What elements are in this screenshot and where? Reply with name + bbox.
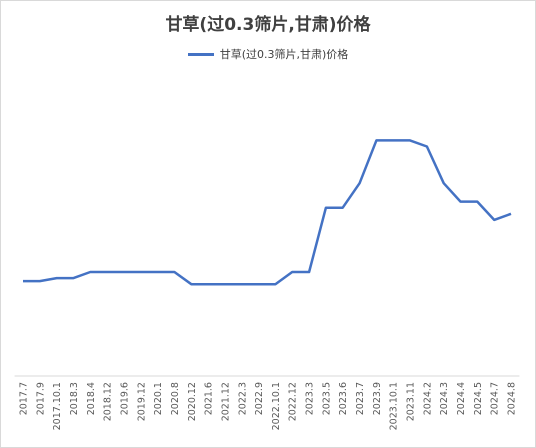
x-tick-label: 2023.11 bbox=[406, 382, 417, 421]
legend-swatch bbox=[187, 52, 214, 56]
data-point bbox=[189, 282, 193, 286]
data-point bbox=[257, 282, 261, 286]
data-point bbox=[324, 206, 328, 210]
data-point bbox=[358, 181, 362, 185]
x-tick-label: 2022.10.1 bbox=[271, 382, 282, 430]
data-point bbox=[38, 279, 42, 283]
x-tick-label: 2023.7 bbox=[355, 382, 366, 415]
x-tick-label: 2023.6 bbox=[338, 382, 349, 415]
data-point bbox=[408, 138, 412, 142]
x-tick-label: 2024.5 bbox=[473, 382, 484, 415]
x-tick-label: 2024.2 bbox=[422, 382, 433, 415]
x-tick-label: 2024.4 bbox=[456, 382, 467, 415]
x-tick-label: 2023.10.1 bbox=[389, 382, 400, 430]
x-tick-label: 2023.5 bbox=[321, 382, 332, 415]
x-tick-label: 2017.9 bbox=[35, 382, 46, 415]
data-point bbox=[475, 200, 479, 204]
data-point bbox=[240, 282, 244, 286]
data-point bbox=[55, 276, 59, 280]
data-point bbox=[223, 282, 227, 286]
data-point bbox=[21, 279, 25, 283]
data-point bbox=[307, 270, 311, 274]
x-tick-label: 2017.10.1 bbox=[52, 382, 63, 430]
data-point bbox=[156, 270, 160, 274]
x-tick-label: 2024.8 bbox=[507, 382, 518, 415]
data-point bbox=[122, 270, 126, 274]
data-point bbox=[459, 200, 463, 204]
x-tick-label: 2020.8 bbox=[170, 382, 181, 415]
x-tick-label: 2022.12 bbox=[288, 382, 299, 421]
data-point bbox=[139, 270, 143, 274]
data-point bbox=[88, 270, 92, 274]
x-tick-label: 2023.9 bbox=[372, 382, 383, 415]
legend: 甘草(过0.3筛片,甘肃)价格 bbox=[0, 46, 536, 62]
data-point bbox=[391, 138, 395, 142]
x-tick-label: 2019.12 bbox=[136, 382, 147, 421]
legend-label: 甘草(过0.3筛片,甘肃)价格 bbox=[219, 48, 349, 61]
x-tick-label: 2022.9 bbox=[254, 382, 265, 415]
x-tick-label: 2019.6 bbox=[119, 382, 130, 415]
x-tick-label: 2021.6 bbox=[204, 382, 215, 415]
data-point bbox=[374, 138, 378, 142]
x-tick-label: 2024.7 bbox=[490, 382, 501, 415]
data-point bbox=[273, 282, 277, 286]
x-tick-label: 2021.12 bbox=[220, 382, 231, 421]
x-tick-label: 2018.12 bbox=[103, 382, 114, 421]
data-point bbox=[290, 270, 294, 274]
tick-label-layer: 2017.7 2017.9 2017.10.1 2018.3 2018.4 2018.12… bbox=[19, 382, 518, 430]
x-tick-label: 2020.12 bbox=[187, 382, 198, 421]
x-tick-label: 2018.4 bbox=[86, 382, 97, 415]
data-point bbox=[341, 206, 345, 210]
x-tick-label: 2024.3 bbox=[439, 382, 450, 415]
x-tick-label: 2017.7 bbox=[19, 382, 30, 415]
data-point bbox=[492, 218, 496, 222]
x-tick-label: 2023.3 bbox=[305, 382, 316, 415]
chart-title: 甘草(过0.3筛片,甘肃)价格 bbox=[165, 15, 371, 35]
x-tick-label: 2018.3 bbox=[69, 382, 80, 415]
data-point bbox=[442, 181, 446, 185]
x-tick-label: 2020.1 bbox=[153, 382, 164, 415]
series-layer bbox=[21, 138, 513, 286]
x-tick-label: 2022.3 bbox=[237, 382, 248, 415]
data-point bbox=[105, 270, 109, 274]
data-point bbox=[425, 145, 429, 149]
data-point bbox=[71, 276, 75, 280]
data-point bbox=[206, 282, 210, 286]
data-point bbox=[509, 212, 513, 216]
series-line-0 bbox=[23, 139, 512, 286]
data-point bbox=[172, 270, 176, 274]
